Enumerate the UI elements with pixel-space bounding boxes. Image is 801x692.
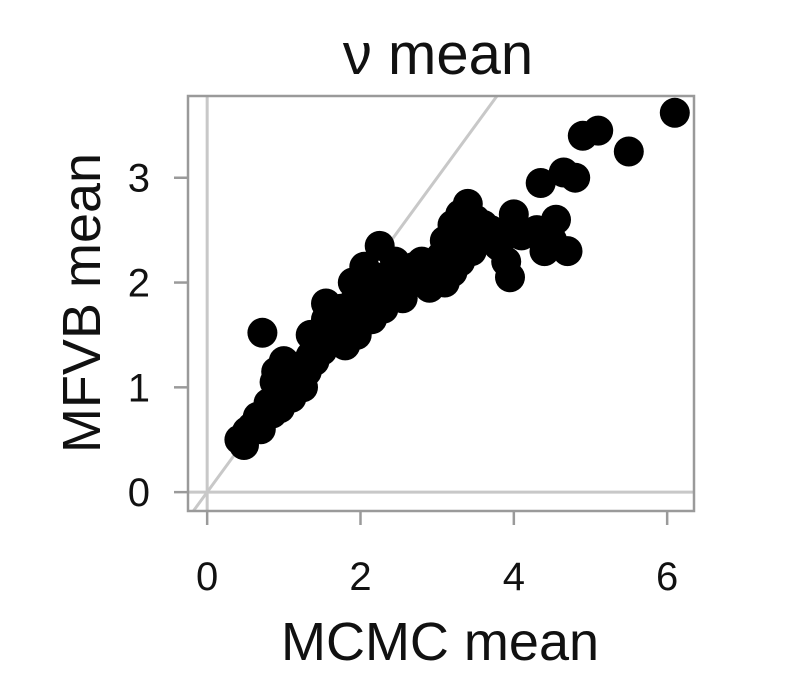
data-point — [583, 115, 614, 146]
x-tick-label: 6 — [656, 555, 678, 599]
y-axis-label: MFVB mean — [52, 153, 112, 453]
y-axis: 0 1 2 3 — [128, 157, 188, 515]
x-axis: 0 2 4 6 — [196, 511, 678, 599]
y-tick-label: 2 — [128, 262, 150, 306]
data-point — [552, 236, 583, 267]
x-axis-label: MCMC mean — [281, 612, 599, 672]
data-point — [541, 204, 571, 235]
data-point — [560, 162, 591, 193]
data-point — [659, 97, 690, 128]
data-point — [613, 136, 644, 167]
x-tick-label: 4 — [503, 555, 525, 599]
y-tick-label: 0 — [128, 471, 150, 515]
y-tick-label: 3 — [128, 157, 150, 201]
data-points — [224, 97, 690, 460]
chart-title: ν mean — [343, 22, 533, 87]
y-tick-label: 1 — [128, 366, 150, 410]
data-point — [525, 168, 556, 198]
x-tick-label: 2 — [349, 555, 371, 599]
x-tick-label: 0 — [196, 555, 218, 599]
data-point — [247, 317, 278, 348]
data-point — [495, 262, 525, 293]
plot-frame — [186, 94, 696, 513]
